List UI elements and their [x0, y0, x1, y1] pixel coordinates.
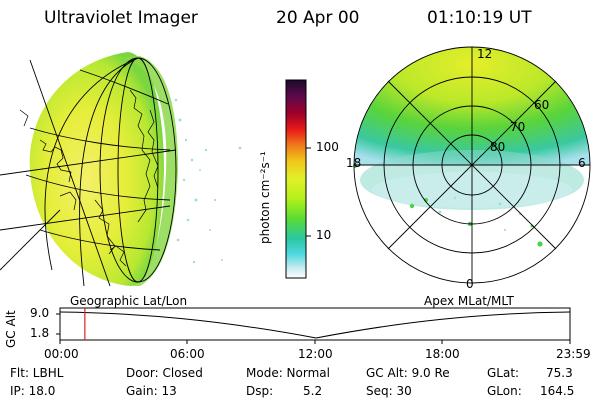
info-mode: Mode: Normal	[246, 366, 330, 380]
timeline-xtick: 00:00	[44, 347, 79, 361]
info-glat-value: 75.3	[546, 366, 573, 380]
timeline-ylabel: GC Alt	[4, 310, 18, 348]
mlt-label-0: 0	[466, 277, 474, 291]
info-seq: Seq: 30	[366, 384, 412, 398]
timeline-left-caption: Geographic Lat/Lon	[70, 294, 188, 308]
info-gain: Gain: 13	[126, 384, 177, 398]
info-dsp-label: Dsp:	[246, 384, 274, 398]
info-dsp-value: 5.2	[303, 384, 323, 398]
lat-label-80: 80	[490, 140, 506, 154]
timeline-xtick: 18:00	[425, 347, 460, 361]
colorbar	[285, 79, 311, 279]
lat-label-70: 70	[510, 120, 526, 134]
timeline-xtick: 12:00	[298, 347, 333, 361]
info-glon-value: 164.5	[540, 384, 575, 398]
mlt-label-12: 12	[477, 47, 493, 61]
timeline-ytick-9: 9.0	[30, 306, 50, 320]
altitude-timeline	[56, 307, 571, 344]
info-glat-label: GLat:	[487, 366, 520, 380]
mlt-label-18: 18	[346, 156, 362, 170]
colorbar-tick-10: 10	[316, 228, 332, 242]
instrument-title: Ultraviolet Imager	[44, 8, 198, 28]
info-door: Door: Closed	[126, 366, 203, 380]
polar-plot	[353, 46, 591, 284]
info-filter: Flt: LBHL	[10, 366, 64, 380]
colorbar-unit-label: photon cm⁻²s⁻¹	[258, 151, 272, 244]
timeline-xtick: 06:00	[170, 347, 205, 361]
info-gc-alt: GC Alt: 9.0 Re	[366, 366, 450, 380]
colorbar-tick-100: 100	[316, 140, 339, 154]
lat-label-60: 60	[534, 98, 550, 112]
timeline-xtick: 23:59	[556, 347, 591, 361]
mlt-label-6: 6	[578, 156, 586, 170]
observation-date: 20 Apr 00	[276, 8, 360, 28]
timeline-ytick-1-8: 1.8	[30, 326, 50, 340]
timeline-right-caption: Apex MLat/MLT	[424, 294, 514, 308]
info-glon-label: GLon:	[487, 384, 522, 398]
observation-time: 01:10:19 UT	[427, 8, 532, 28]
earth-view	[0, 52, 242, 287]
info-ip: IP: 18.0	[10, 384, 56, 398]
